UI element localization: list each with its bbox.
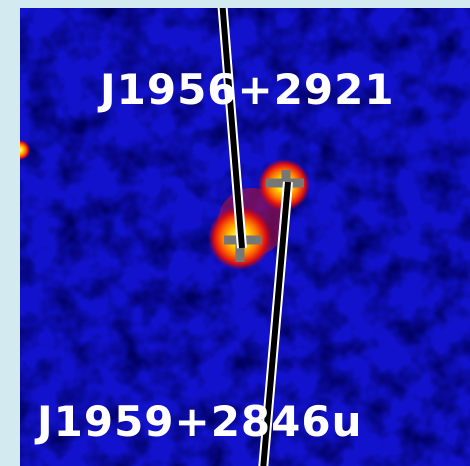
source-label: J1959+2846u	[34, 397, 363, 446]
sky-image-view: J1956+2921 J1959+2846u	[0, 0, 470, 466]
page: {"image": {"labels": ["J1956+2921", "J19…	[0, 0, 470, 466]
source-label: J1956+2921	[97, 65, 395, 114]
